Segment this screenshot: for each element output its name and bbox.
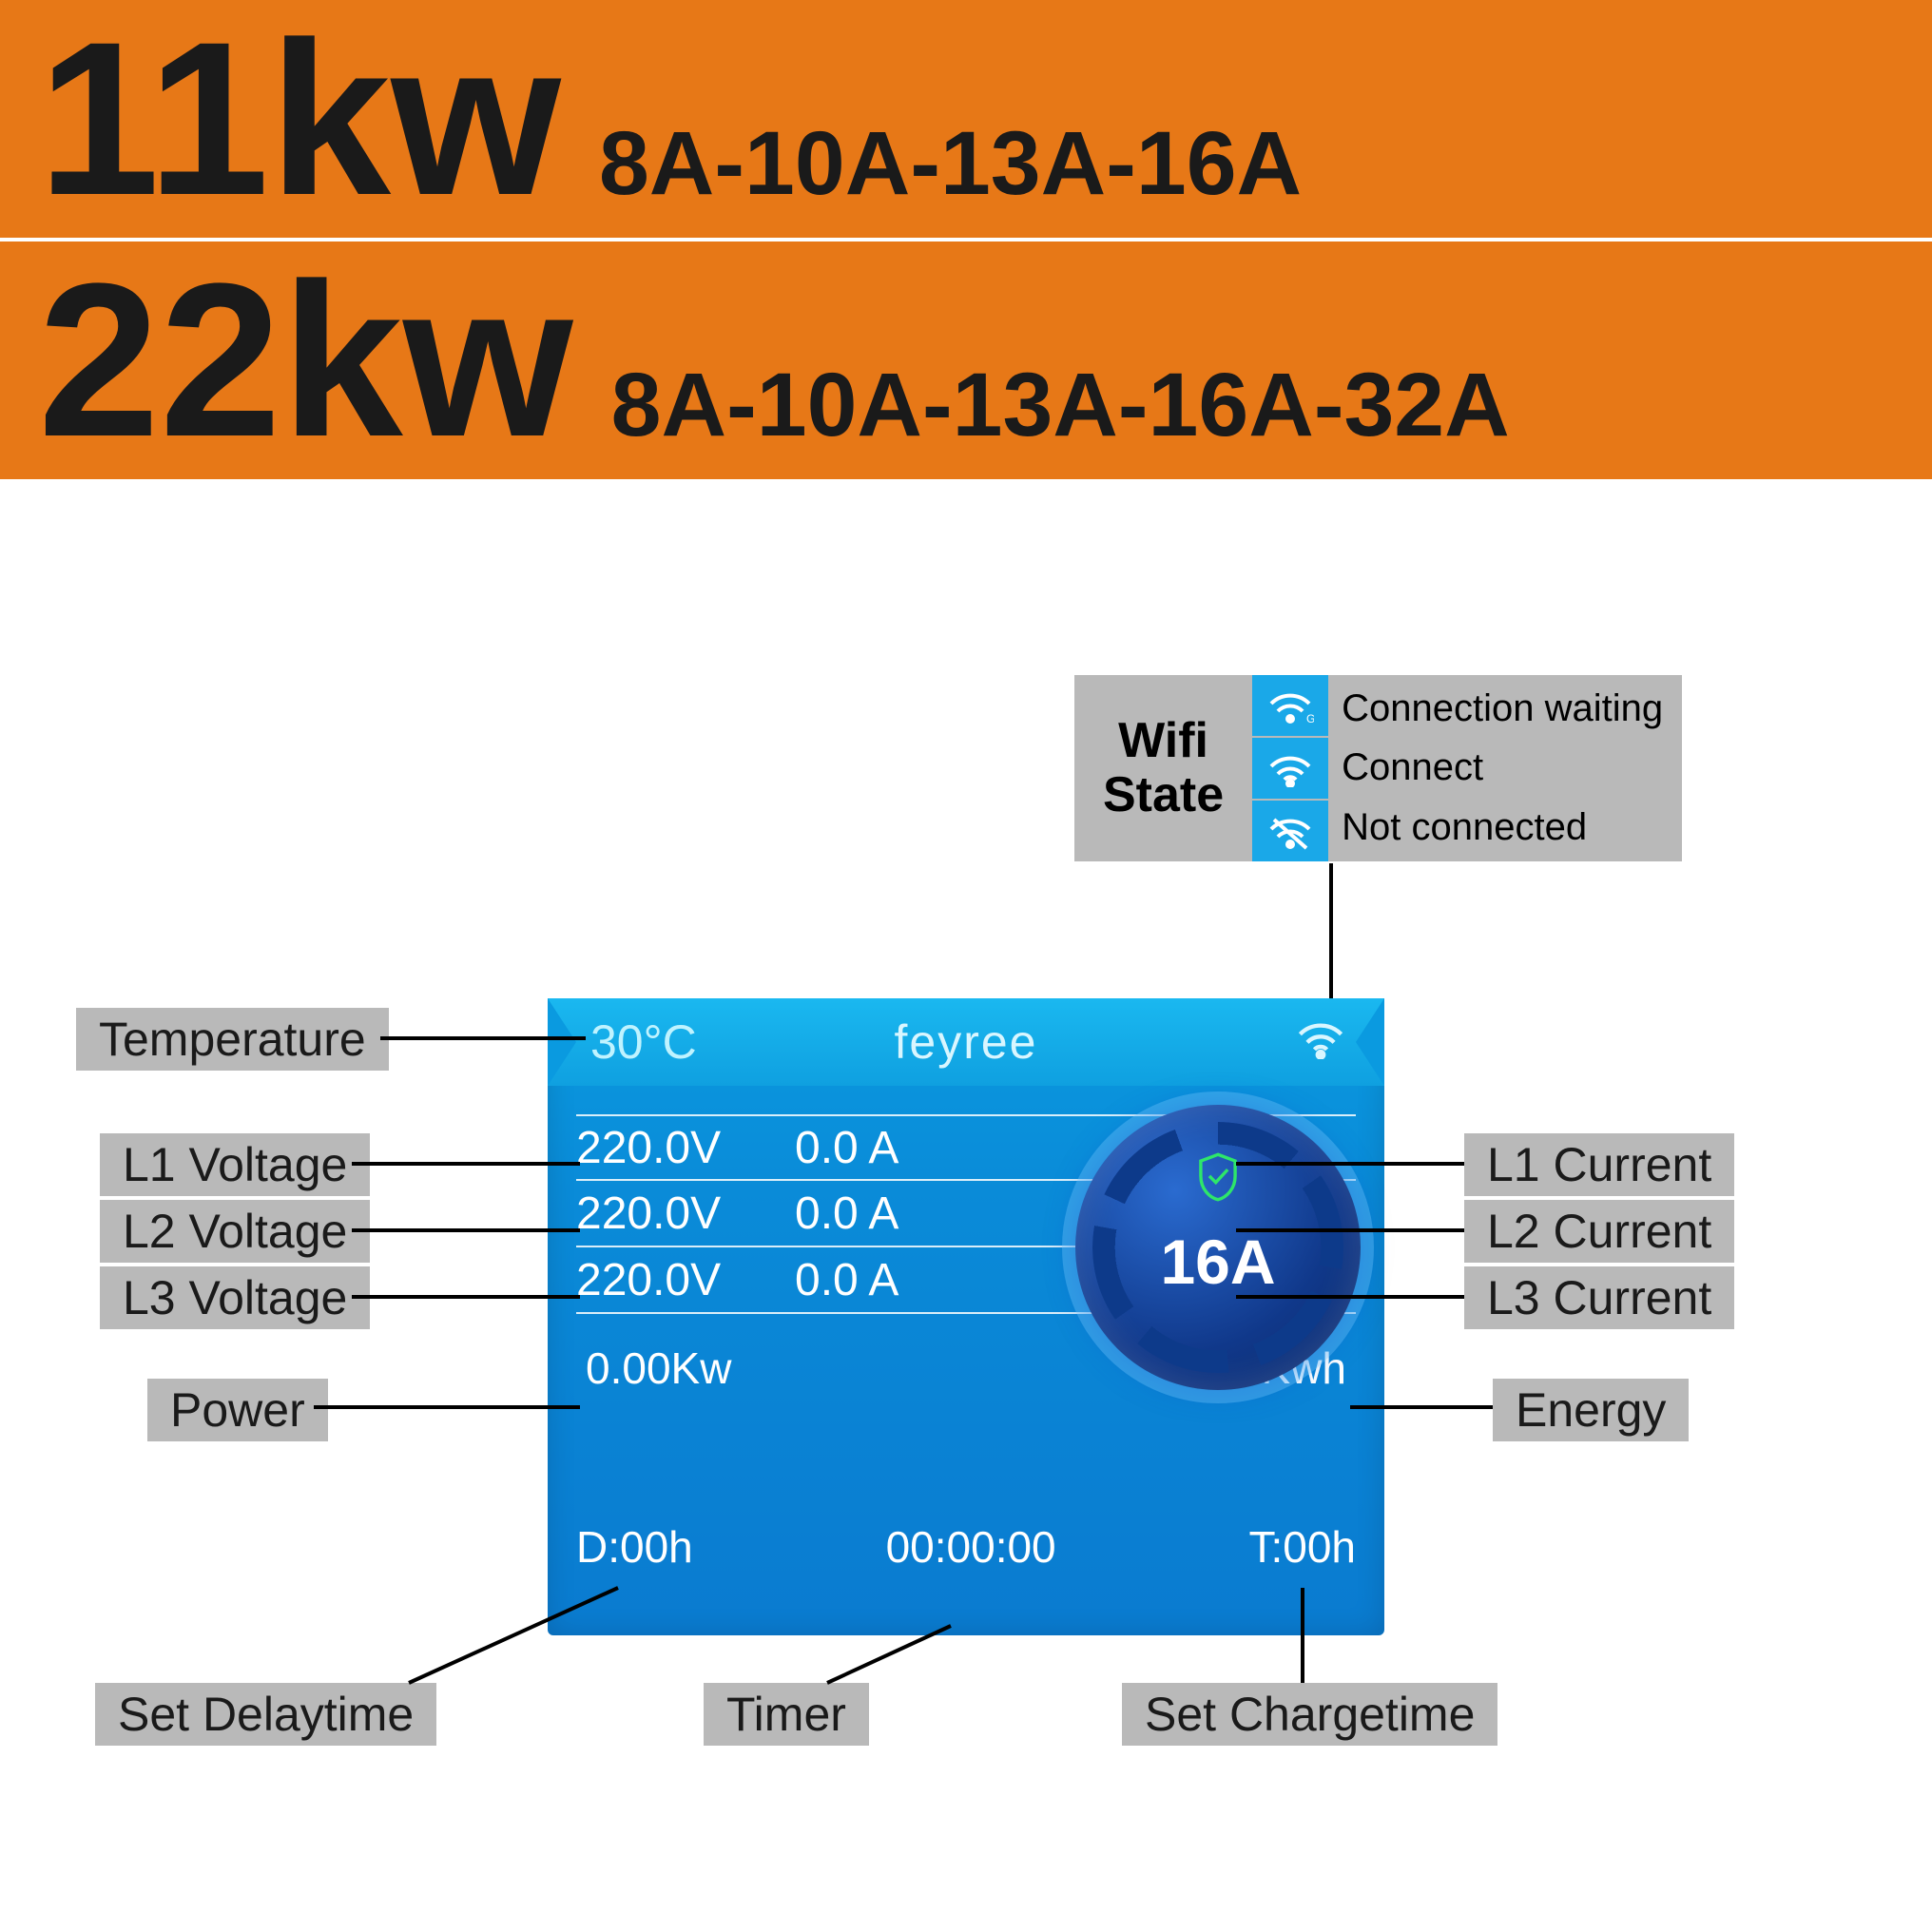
display-bottom: D:00h 00:00:00 T:00h [548, 1495, 1384, 1599]
label-set-chargetime: Set Chargetime [1122, 1683, 1497, 1746]
timer-value: 00:00:00 [886, 1521, 1056, 1573]
brand-label: feyree [895, 1014, 1038, 1070]
diagram-area: Wifi State G Connection waiting Connect … [0, 618, 1932, 1932]
dial-current-value: 16A [1160, 1226, 1275, 1298]
wifi-legend-icons: G [1252, 675, 1328, 861]
chargetime-value: T:00h [1248, 1521, 1356, 1573]
wifi-state-waiting: Connection waiting [1342, 687, 1663, 730]
wifi-connected-icon [1252, 738, 1328, 799]
wifi-state-connect: Connect [1342, 746, 1663, 789]
power-value: 0.00Kw [586, 1343, 731, 1394]
temperature-value: 30°C [590, 1014, 697, 1070]
l3-voltage-value: 220.0V [576, 1254, 795, 1306]
label-l2-current: L2 Current [1464, 1200, 1734, 1263]
wifi-title-line1: Wifi [1118, 714, 1208, 768]
wifi-legend-title: Wifi State [1074, 675, 1252, 861]
display-body: 220.0V 0.0 A 220.0V 0.0 A 220.0V 0.0 A 1… [548, 1086, 1384, 1495]
topbar-notch-right [1356, 998, 1384, 1086]
label-l3-current: L3 Current [1464, 1266, 1734, 1329]
header-row-22kw: 22kw 8A-10A-13A-16A-32A [0, 242, 1932, 479]
l2-current-value: 0.0 A [795, 1188, 966, 1240]
shield-icon [1196, 1152, 1240, 1207]
header-row-11kw: 11kw 8A-10A-13A-16A [0, 0, 1932, 238]
current-dial: 16A [1075, 1105, 1361, 1390]
l1-current-value: 0.0 A [795, 1122, 966, 1174]
label-power: Power [147, 1379, 328, 1441]
wifi-disconnected-icon [1252, 801, 1328, 861]
l3-current-value: 0.0 A [795, 1254, 966, 1306]
l2-voltage-value: 220.0V [576, 1188, 795, 1240]
display-topbar: 30°C feyree [548, 998, 1384, 1086]
wifi-waiting-icon: G [1252, 675, 1328, 736]
label-temperature: Temperature [76, 1008, 389, 1071]
label-energy: Energy [1493, 1379, 1689, 1441]
wifi-icon [1295, 1017, 1346, 1071]
power-rating-11kw: 11kw [38, 10, 561, 228]
label-l1-current: L1 Current [1464, 1133, 1734, 1196]
label-l1-voltage: L1 Voltage [100, 1133, 370, 1196]
l1-voltage-value: 220.0V [576, 1122, 795, 1174]
label-l3-voltage: L3 Voltage [100, 1266, 370, 1329]
wifi-state-notconnected: Not connected [1342, 806, 1663, 849]
amp-options-22kw: 8A-10A-13A-16A-32A [611, 354, 1510, 457]
svg-text:G: G [1306, 712, 1314, 724]
delay-value: D:00h [576, 1521, 693, 1573]
label-timer: Timer [704, 1683, 869, 1746]
wifi-title-line2: State [1103, 768, 1224, 822]
label-set-delaytime: Set Delaytime [95, 1683, 436, 1746]
charger-display: 30°C feyree 220.0V 0.0 A 220.0V 0.0 A 22… [548, 998, 1384, 1635]
wifi-legend-text: Connection waiting Connect Not connected [1328, 675, 1682, 861]
power-rating-22kw: 22kw [38, 251, 573, 470]
label-l2-voltage: L2 Voltage [100, 1200, 370, 1263]
wifi-state-legend: Wifi State G Connection waiting Connect … [1074, 675, 1682, 861]
topbar-notch-left [548, 998, 576, 1086]
amp-options-11kw: 8A-10A-13A-16A [599, 112, 1302, 216]
